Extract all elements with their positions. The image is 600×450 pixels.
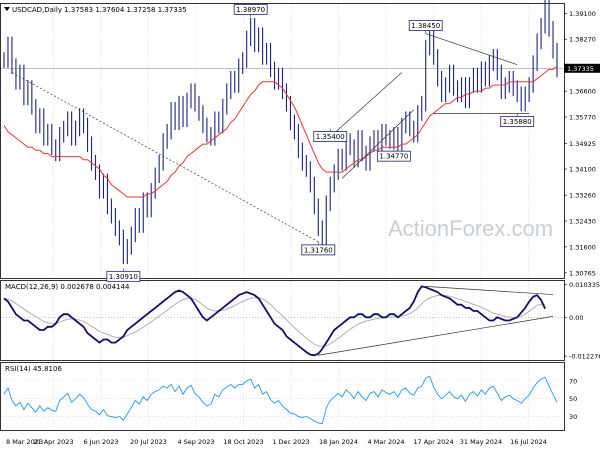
rsi-panel-frame [0,362,565,431]
marks-layer: 1.30910 1.38970 1.31760 1.35400 1.34770 1.384… [3,0,558,425]
watermark: ActionForex.com [388,216,553,241]
price-y-tick-label: 1.34100 [569,166,596,174]
x-tick-label: 4 Sep 2023 [177,438,214,446]
price-y-tick-label: 1.39100 [569,10,596,18]
price-y-tick-label: 1.34925 [569,140,596,148]
price-annotation-label: 1.34770 [379,153,408,161]
rsi-line [3,375,558,425]
price-y-tick-label: 1.33260 [569,192,596,200]
price-annotation-box [233,3,268,15]
price-annotation-label: 1.35400 [316,133,345,141]
x-tick-label: 18 Oct 2023 [223,438,263,446]
x-tick-label: 16 Jul 2024 [510,438,547,446]
moving-average-line [3,65,558,198]
channel-upper-line [333,72,403,134]
price-y-tick-label: 1.32430 [569,218,596,226]
symbol-header: USDCAD,Daily 1.37583 1.37604 1.37258 1.3… [12,6,187,14]
price-y-tick-label: 1.31600 [569,243,596,251]
macd-y-tick-label: 0.00 [569,314,583,322]
macd-y-tick-label: 0.010335 [569,281,600,289]
macd-line [3,285,546,357]
macd-resistance-line [425,286,554,295]
channel-lower-line [341,109,415,179]
x-tick-label: 6 Jun 2023 [84,438,119,446]
price-y-tick-label: 1.38270 [569,36,596,44]
macd-signal-line [3,294,546,347]
rsi-y-tick-label: 70 [569,377,577,385]
price-y-tick-label: 1.35770 [569,114,596,122]
macd-panel-frame [0,280,565,361]
current-price-box [564,63,600,73]
rsi-header: RSI(14) 45.8106 [5,365,62,373]
current-price-label: 1.37335 [567,65,594,73]
triangle-upper-line [425,33,518,66]
price-panel-frame [0,3,565,279]
price-annotation-label: 1.38450 [411,22,440,30]
x-tick-label: 4 Mar 2024 [367,438,404,446]
x-tick-label: 1 Dec 2023 [272,438,309,446]
price-annotation-label: 1.35880 [503,118,532,126]
macd-y-tick-label: -0.012276 [569,353,600,361]
price-annotation-label: 1.30910 [109,273,138,281]
x-tick-label: 31 May 2024 [460,438,502,446]
price-y-tick-label: 1.36600 [569,88,596,96]
menu-triangle-icon[interactable] [4,7,10,11]
x-tick-label: 17 Apr 2024 [413,438,453,446]
x-tick-label: 8 Mar 2023 [6,438,43,446]
macd-header: MACD(12,26,9) 0.002678 0.004144 [5,283,130,291]
rsi-y-tick-label: 30 [569,413,577,421]
price-annotation-label: 1.31760 [304,246,333,254]
x-tick-label: 21 Apr 2023 [33,438,73,446]
price-y-tick-label: 1.30765 [569,269,596,277]
price-annotation-label: 1.38970 [236,6,265,14]
x-tick-label: 18 Jan 2024 [319,438,358,446]
x-tick-label: 20 Jul 2023 [130,438,167,446]
rsi-y-tick-label: 50 [569,395,577,403]
macd-support-line [318,316,554,356]
downtrend-dashed-line [11,72,319,243]
